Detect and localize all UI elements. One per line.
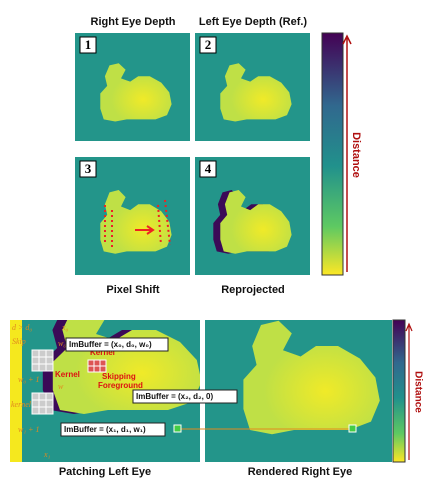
label: x₀ bbox=[61, 323, 69, 332]
buffer-label: ImBuffer = (x₂, d₂, 0) bbox=[136, 392, 213, 401]
label: Skip bbox=[12, 337, 26, 346]
panel-title: Left Eye Depth (Ref.) bbox=[199, 16, 308, 28]
buffer-box bbox=[132, 389, 238, 404]
panel: 2 bbox=[195, 33, 310, 141]
panel-number: 3 bbox=[85, 161, 92, 176]
panel-number: 1 bbox=[85, 37, 92, 52]
caption: Pixel Shift bbox=[106, 284, 160, 296]
colorbar-label: Distance bbox=[350, 132, 362, 178]
caption: Patching Left Eye bbox=[59, 466, 151, 478]
caption: Reprojected bbox=[221, 284, 285, 296]
kernel-grid bbox=[87, 359, 107, 373]
arrow bbox=[405, 322, 413, 460]
pixel-marker bbox=[173, 424, 182, 433]
label: kernel bbox=[11, 400, 32, 409]
panel-title: Right Eye Depth bbox=[91, 16, 176, 28]
caption: Rendered Right Eye bbox=[248, 466, 353, 478]
arrow bbox=[342, 34, 352, 272]
colorbar bbox=[392, 319, 406, 463]
label: w bbox=[58, 382, 64, 391]
buffer-box bbox=[60, 422, 166, 437]
label: x₁ bbox=[43, 450, 51, 459]
buffer-label: ImBuffer = (x₁, d₁, w₁) bbox=[64, 425, 146, 434]
buffer-label: ImBuffer = (x₀, d₀, w₀) bbox=[69, 340, 152, 349]
kernel-grid bbox=[31, 349, 54, 415]
kernel-label: Kernel bbox=[90, 348, 115, 357]
label: w₁ + 1 bbox=[18, 425, 40, 434]
label: w₀ bbox=[58, 339, 66, 348]
skip-label: Foreground bbox=[98, 381, 143, 390]
panel-number: 4 bbox=[205, 161, 212, 176]
panel: 4 bbox=[195, 157, 310, 275]
label: d > d₀ bbox=[12, 323, 32, 332]
kernel-label: Kernel bbox=[55, 370, 80, 379]
panel: 3 bbox=[75, 157, 190, 275]
pixel-marker bbox=[348, 424, 357, 433]
colorbar bbox=[321, 32, 344, 276]
label: w₀ + 1 bbox=[18, 375, 40, 384]
panel: 1 bbox=[75, 33, 190, 141]
skip-label: Skipping bbox=[102, 372, 136, 381]
panel-number: 2 bbox=[205, 37, 212, 52]
buffer-box bbox=[65, 337, 169, 352]
colorbar-label: Distance bbox=[412, 371, 423, 413]
